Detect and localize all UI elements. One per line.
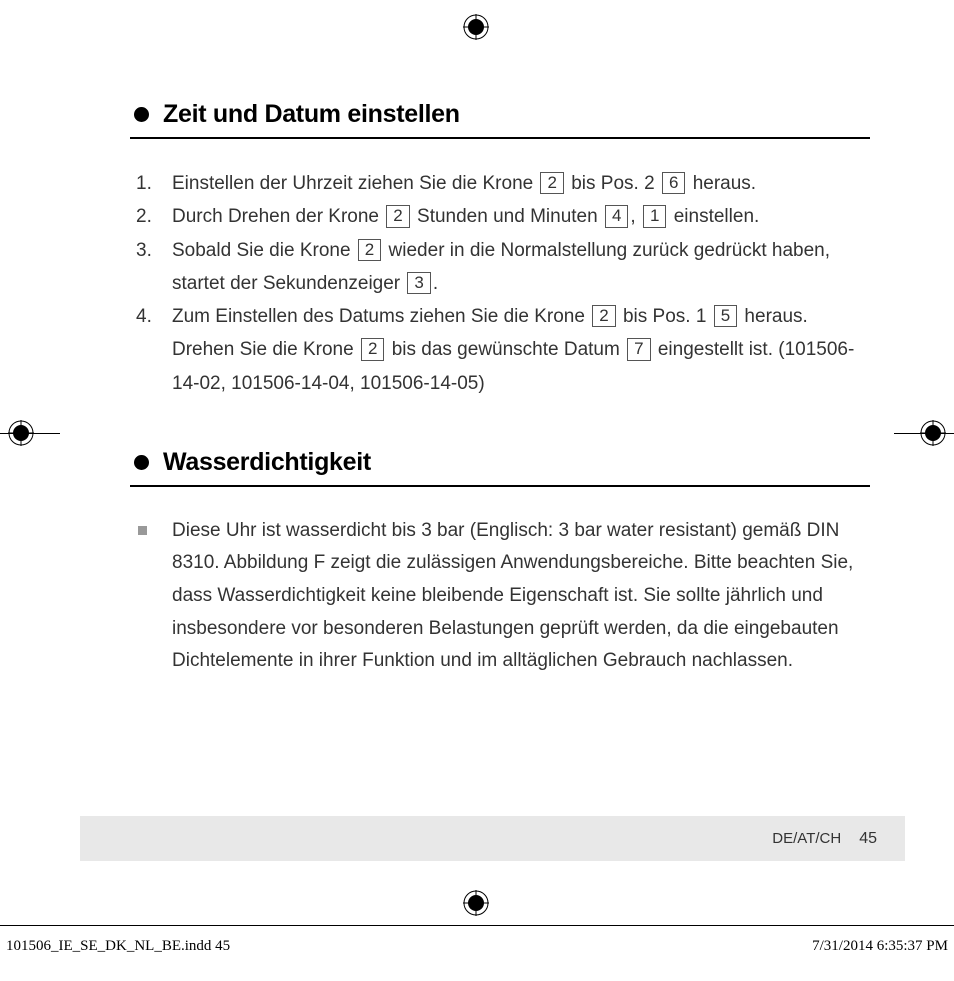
section-title: Zeit und Datum einstellen bbox=[163, 100, 460, 129]
print-file-name: 101506_IE_SE_DK_NL_BE.indd 45 bbox=[6, 938, 230, 955]
text: Stunden und Minuten bbox=[412, 206, 603, 227]
text: Einstellen der Uhrzeit ziehen Sie die Kr… bbox=[172, 173, 538, 194]
text: bis das gewünschte Datum bbox=[386, 339, 625, 360]
list-item: Diese Uhr ist wasserdicht bis 3 bar (Eng… bbox=[130, 515, 870, 678]
section-header: Wasserdichtigkeit bbox=[130, 448, 870, 487]
ref-box: 3 bbox=[407, 272, 430, 294]
ref-box: 2 bbox=[540, 172, 563, 194]
text: bis Pos. 2 bbox=[566, 173, 660, 194]
footer-region: DE/AT/CH bbox=[772, 830, 841, 847]
print-timestamp: 7/31/2014 6:35:37 PM bbox=[812, 938, 948, 955]
text: bis Pos. 1 bbox=[618, 306, 712, 327]
footer-page-number: 45 bbox=[859, 830, 877, 848]
ref-box: 1 bbox=[643, 205, 666, 227]
ref-box: 7 bbox=[627, 338, 650, 360]
instructions-list: Einstellen der Uhrzeit ziehen Sie die Kr… bbox=[130, 167, 870, 400]
page-content: Zeit und Datum einstellen Einstellen der… bbox=[130, 100, 870, 718]
ref-box: 4 bbox=[605, 205, 628, 227]
section-bullet-icon bbox=[134, 107, 149, 122]
ref-box: 2 bbox=[386, 205, 409, 227]
text: , bbox=[630, 206, 641, 227]
list-item: Sobald Sie die Krone 2 wieder in die Nor… bbox=[130, 234, 870, 301]
text: heraus. bbox=[687, 173, 756, 194]
ref-box: 2 bbox=[592, 305, 615, 327]
crop-line bbox=[0, 433, 60, 434]
crop-line bbox=[0, 925, 954, 926]
crop-line bbox=[894, 433, 954, 434]
print-metadata: 101506_IE_SE_DK_NL_BE.indd 45 7/31/2014 … bbox=[0, 938, 954, 955]
text: . bbox=[433, 273, 438, 294]
ref-box: 2 bbox=[361, 338, 384, 360]
list-item: Durch Drehen der Krone 2 Stunden und Min… bbox=[130, 200, 870, 233]
text: einstellen. bbox=[668, 206, 759, 227]
section-header: Zeit und Datum einstellen bbox=[130, 100, 870, 139]
list-item: Zum Einstellen des Datums ziehen Sie die… bbox=[130, 300, 870, 400]
text: Durch Drehen der Krone bbox=[172, 206, 384, 227]
text: Zum Einstellen des Datums ziehen Sie die… bbox=[172, 306, 590, 327]
page-footer: DE/AT/CH 45 bbox=[80, 816, 905, 861]
bullet-list: Diese Uhr ist wasserdicht bis 3 bar (Eng… bbox=[130, 515, 870, 678]
text: Sobald Sie die Krone bbox=[172, 240, 356, 261]
ref-box: 5 bbox=[714, 305, 737, 327]
ref-box: 2 bbox=[358, 239, 381, 261]
section-bullet-icon bbox=[134, 455, 149, 470]
ref-box: 6 bbox=[662, 172, 685, 194]
registration-mark-icon bbox=[463, 890, 489, 916]
text: Diese Uhr ist wasserdicht bis 3 bar (Eng… bbox=[172, 520, 853, 672]
registration-mark-icon bbox=[463, 14, 489, 40]
section-title: Wasserdichtigkeit bbox=[163, 448, 371, 477]
list-item: Einstellen der Uhrzeit ziehen Sie die Kr… bbox=[130, 167, 870, 200]
